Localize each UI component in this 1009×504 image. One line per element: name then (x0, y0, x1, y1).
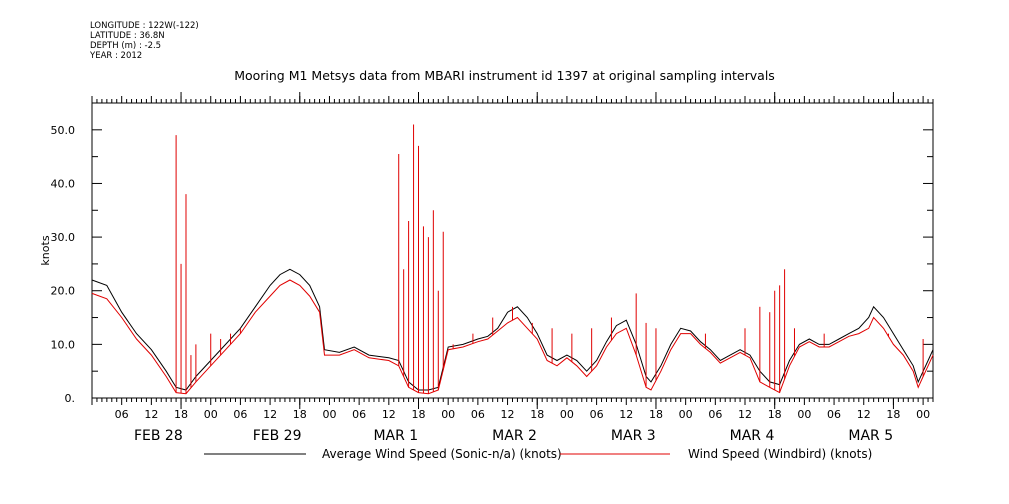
x-day-label: MAR 2 (492, 428, 537, 444)
x-day-label: MAR 1 (373, 428, 418, 444)
series-layer (91, 124, 934, 395)
depth-label: DEPTH (m) : -2.5 (90, 41, 162, 51)
x-hour-label: 00 (797, 408, 811, 421)
longitude-label: LONGITUDE : 122W(-122) (90, 21, 199, 31)
x-hour-label: 06 (827, 408, 841, 421)
x-hour-label: 18 (649, 408, 663, 421)
x-hour-label: 06 (352, 408, 366, 421)
latitude-label: LATITUDE : 36.8N (90, 31, 165, 41)
year-label: YEAR : 2012 (90, 51, 143, 61)
windbird-wind-speed-line (91, 279, 934, 395)
x-hour-label: 12 (619, 408, 633, 421)
x-hour-label: 18 (886, 408, 900, 421)
x-hour-label: 12 (738, 408, 752, 421)
y-tick-label: 10.0 (51, 338, 76, 351)
legend: Average Wind Speed (Sonic-n/a) (knots) Wi… (204, 447, 872, 461)
x-hour-label: 06 (115, 408, 129, 421)
x-hour-label: 00 (916, 408, 930, 421)
x-hour-label: 12 (382, 408, 396, 421)
plot-frame (91, 102, 934, 399)
y-tick-label: 30.0 (51, 231, 76, 244)
x-hour-label: 18 (412, 408, 426, 421)
y-tick-label: 50.0 (51, 124, 76, 137)
x-hour-label: 18 (530, 408, 544, 421)
x-hour-label: 12 (263, 408, 277, 421)
x-hour-label: 06 (233, 408, 247, 421)
x-hour-label: 18 (293, 408, 307, 421)
x-hour-label: 00 (322, 408, 336, 421)
y-tick-label: 0. (65, 392, 76, 405)
x-hour-label: 06 (590, 408, 604, 421)
legend-label-average: Average Wind Speed (Sonic-n/a) (knots) (322, 447, 562, 461)
x-hour-label: 18 (768, 408, 782, 421)
x-hour-label: 00 (560, 408, 574, 421)
x-hour-label: 12 (501, 408, 515, 421)
metadata-block: LONGITUDE : 122W(-122) LATITUDE : 36.8N … (90, 21, 199, 61)
x-hour-label: 00 (441, 408, 455, 421)
x-day-label: MAR 4 (730, 428, 775, 444)
x-day-label: FEB 28 (134, 428, 183, 444)
x-hour-label: 12 (857, 408, 871, 421)
x-hour-label: 18 (174, 408, 188, 421)
labels-layer: 0. 10.0 20.0 30.0 40.0 50.0 knots 06 12 18 00 06 12 1… (39, 124, 930, 444)
x-day-label: MAR 5 (848, 428, 893, 444)
x-day-label: FEB 29 (253, 428, 302, 444)
average-wind-speed-line (91, 268, 934, 391)
x-hour-label: 00 (679, 408, 693, 421)
x-hour-label: 00 (204, 408, 218, 421)
x-hour-label: 06 (708, 408, 722, 421)
y-tick-label: 20.0 (51, 285, 76, 298)
x-day-label: MAR 3 (611, 428, 656, 444)
legend-label-windbird: Wind Speed (Windbird) (knots) (688, 447, 872, 461)
x-hour-label: 06 (471, 408, 485, 421)
x-hour-label: 12 (144, 408, 158, 421)
y-tick-label: 40.0 (51, 177, 76, 190)
y-axis-label: knots (39, 235, 52, 265)
axes-layer (91, 92, 934, 409)
chart-title: Mooring M1 Metsys data from MBARI instru… (234, 68, 775, 83)
